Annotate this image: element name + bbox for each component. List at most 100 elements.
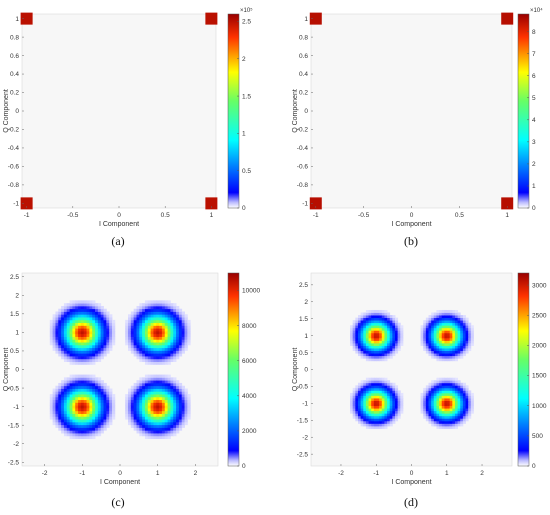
heat-cell [156, 405, 160, 409]
heat-cell [72, 408, 76, 412]
heat-cell [97, 305, 102, 310]
heat-cell [61, 413, 65, 417]
heat-cell [397, 395, 401, 399]
heat-cell [130, 339, 135, 343]
heat-cell [363, 405, 367, 409]
heat-cell [449, 353, 453, 357]
heat-cell [184, 388, 188, 392]
heat-cell [72, 427, 76, 431]
heat-cell [80, 399, 85, 403]
heat-cell [75, 311, 79, 315]
heat-cell [147, 435, 152, 440]
heat-cell [384, 348, 388, 352]
heat-cell [72, 325, 76, 329]
heat-cell [365, 320, 369, 324]
heat-cell [111, 333, 116, 337]
heat-cell [178, 308, 183, 312]
heat-cell [153, 424, 157, 428]
heat-cell [389, 340, 393, 344]
heat-cell [150, 350, 154, 354]
heat-cell [439, 350, 443, 354]
heat-cell [433, 395, 437, 399]
heat-cell [103, 328, 107, 332]
heat-cell [379, 387, 383, 391]
heat-cell [136, 399, 140, 403]
heat-cell [75, 394, 79, 398]
heat-cell [460, 343, 464, 346]
heat-cell [465, 395, 469, 399]
heat-cell [462, 335, 466, 339]
heat-cell [80, 385, 85, 389]
heat-cell [95, 347, 99, 351]
heat-cell [83, 416, 87, 420]
heat-cell [49, 325, 54, 329]
heat-cell [133, 347, 137, 351]
heat-cell [128, 319, 132, 324]
heat-cell [462, 410, 466, 414]
colorbar-tick-label: 3 [532, 139, 536, 146]
heat-cell [133, 424, 137, 428]
heat-cell [350, 340, 354, 344]
heat-cell [460, 315, 464, 319]
heat-cell [109, 342, 113, 346]
heat-cell [156, 303, 160, 307]
heat-cell [153, 430, 157, 434]
heat-cell [100, 408, 104, 412]
heat-cell [139, 339, 143, 343]
heat-cell [357, 337, 362, 341]
heat-cell [164, 325, 168, 329]
heat-cell [454, 320, 458, 324]
heat-cell [128, 336, 132, 340]
heat-cell [100, 353, 104, 357]
heat-cell [156, 399, 160, 403]
heat-cell [80, 353, 85, 357]
heat-cell [447, 315, 451, 319]
heat-cell [187, 408, 191, 412]
heat-cell [63, 419, 68, 423]
heat-cell [80, 325, 85, 329]
heat-cell [363, 395, 367, 399]
heat-cell [379, 418, 383, 422]
heat-cell [136, 311, 140, 315]
heat-cell [156, 377, 160, 381]
heat-cell [184, 402, 188, 406]
heat-cell [106, 350, 110, 354]
heat-cell [352, 327, 356, 331]
heat-cell [457, 340, 461, 344]
heat-cell [176, 347, 180, 351]
heat-cell [97, 317, 102, 321]
heat-cell [159, 380, 163, 384]
heat-cell [397, 337, 401, 341]
heat-cell [72, 344, 76, 349]
heat-cell [187, 416, 191, 420]
heat-cell [444, 309, 448, 313]
heat-cell [373, 382, 377, 386]
heat-cell [139, 410, 143, 414]
heat-cell [159, 394, 163, 398]
heat-cell [111, 399, 116, 403]
heat-cell [161, 303, 166, 307]
heat-cell [100, 325, 104, 329]
cluster-3 [501, 197, 514, 210]
heat-cell [164, 342, 168, 346]
heat-cell [454, 395, 458, 399]
heat-cell [365, 355, 369, 359]
heat-cell [83, 342, 87, 346]
heat-cell [95, 330, 99, 335]
heat-cell [425, 345, 429, 349]
heat-cell [373, 348, 377, 352]
heat-cell [181, 394, 185, 398]
heat-cell [159, 342, 163, 346]
heat-cell [63, 391, 68, 395]
heat-cell [363, 330, 367, 334]
heat-cell [441, 358, 445, 362]
heat-cell [80, 430, 85, 434]
heat-cell [170, 416, 174, 420]
heat-cell [436, 380, 440, 384]
heat-cell [465, 325, 469, 329]
heat-cell [161, 380, 166, 384]
heat-cell [420, 330, 424, 334]
heat-cell [360, 353, 364, 357]
heat-cell [436, 309, 440, 313]
heat-cell [470, 405, 474, 409]
